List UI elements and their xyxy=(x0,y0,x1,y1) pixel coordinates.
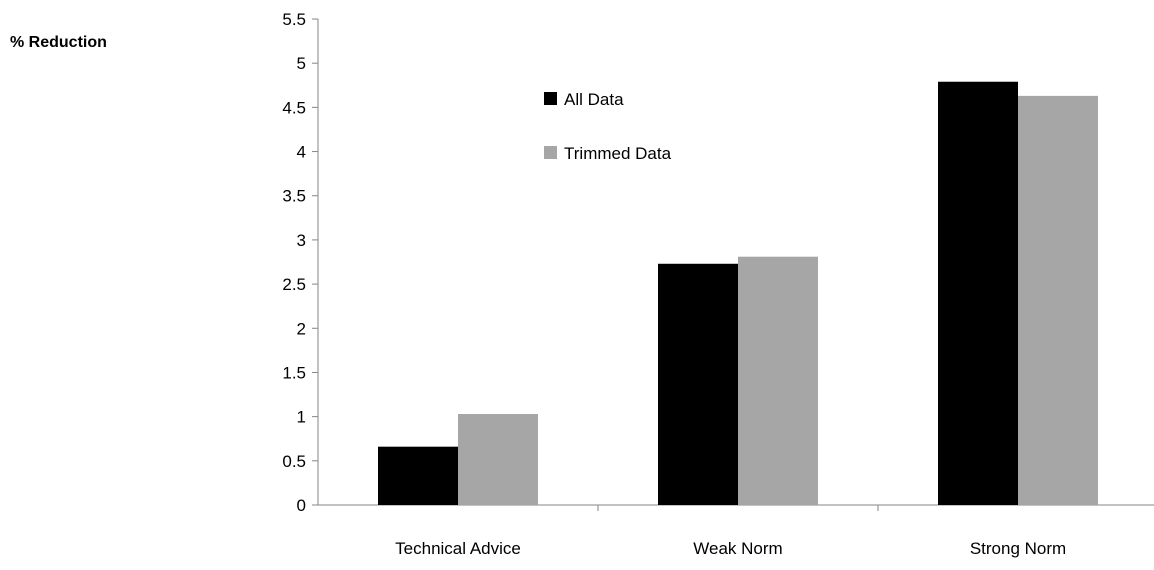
y-tick-label: 5.5 xyxy=(282,10,306,29)
legend: All Data Trimmed Data xyxy=(544,90,672,163)
y-tick-label: 1.5 xyxy=(282,363,306,382)
x-tick-label: Weak Norm xyxy=(693,539,782,558)
bar-1-1 xyxy=(738,256,818,505)
y-tick-label: 3 xyxy=(297,231,306,250)
legend-label: Trimmed Data xyxy=(564,144,672,163)
y-tick-label: 3.5 xyxy=(282,187,306,206)
y-tick-label: 5 xyxy=(297,54,306,73)
y-tick-label: 2.5 xyxy=(282,275,306,294)
y-tick-label: 0.5 xyxy=(282,452,306,471)
x-tick-label: Technical Advice xyxy=(395,539,521,558)
legend-swatch xyxy=(544,92,557,105)
legend-swatch xyxy=(544,146,557,159)
bar-0-1 xyxy=(658,263,738,505)
y-axis-label: % Reduction xyxy=(10,34,107,51)
y-tick-label: 0 xyxy=(297,496,306,515)
y-tick-label: 4 xyxy=(297,143,306,162)
bar-0-2 xyxy=(938,81,1018,505)
bar-1-0 xyxy=(458,413,538,505)
bars xyxy=(378,81,1098,505)
x-tick-label: Strong Norm xyxy=(970,539,1066,558)
bar-1-2 xyxy=(1018,95,1098,505)
axes: 0 0.5 1 1.5 2 2.5 3 3.5 4 4.5 5 5.5 Technical Advice… xyxy=(282,10,1154,558)
bar-0-0 xyxy=(378,446,458,505)
y-tick-label: 2 xyxy=(297,319,306,338)
y-tick-label: 1 xyxy=(297,408,306,427)
y-tick-label: 4.5 xyxy=(282,98,306,117)
legend-label: All Data xyxy=(564,90,624,109)
